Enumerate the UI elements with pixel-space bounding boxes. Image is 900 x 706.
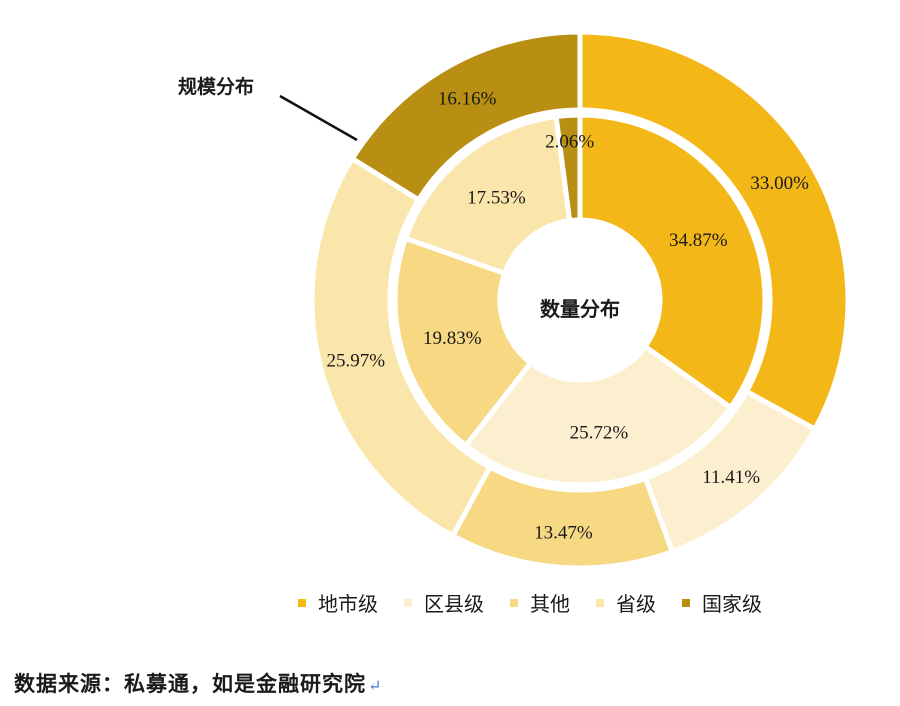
- legend-swatch-4: [682, 598, 690, 607]
- legend-label-0: 地市级: [318, 592, 378, 616]
- inner-slice-0: [577, 112, 768, 411]
- outer-slice-0: [577, 29, 851, 433]
- legend-item-4: 国家级: [682, 588, 762, 617]
- legend-item-0: 地市级: [298, 588, 378, 617]
- inner-slice-1: [462, 342, 735, 488]
- legend-label-1: 区县级: [424, 592, 484, 616]
- legend-swatch-1: [404, 598, 412, 607]
- outer-ring-annotation: 规模分布: [178, 75, 254, 98]
- legend-swatch-2: [510, 598, 518, 607]
- legend-item-3: 省级: [596, 588, 656, 617]
- inner-slice-label-0: 34.87%: [669, 230, 728, 251]
- inner-ring: [392, 112, 768, 488]
- outer-slice-label-3: 25.97%: [327, 351, 386, 372]
- outer-slice-label-1: 11.41%: [702, 467, 760, 488]
- outer-slice-label-4: 16.16%: [438, 88, 497, 109]
- outer-slice-label-2: 13.47%: [534, 522, 593, 543]
- outer-ring: [309, 29, 851, 571]
- inner-slice-label-3: 17.53%: [467, 188, 526, 209]
- legend-item-2: 其他: [510, 588, 570, 617]
- center-label: 数量分布: [540, 297, 620, 321]
- inner-slice-label-2: 19.83%: [423, 328, 482, 349]
- annotation-leader-line: [279, 94, 358, 142]
- outer-slice-4: [348, 29, 583, 204]
- outer-slice-3: [309, 155, 494, 540]
- inner-slice-2: [392, 235, 535, 450]
- slice-labels: 34.87% 25.72% 19.83% 17.53% 2.06% 33.00% 11.41…: [327, 88, 810, 543]
- return-mark-icon: ↵: [368, 676, 383, 695]
- legend-label-4: 国家级: [702, 592, 762, 616]
- legend-label-3: 省级: [616, 592, 656, 616]
- source-text: 数据来源：私募通，如是金融研究院: [14, 671, 366, 696]
- legend-label-2: 其他: [530, 592, 570, 616]
- legend-item-1: 区县级: [404, 588, 484, 617]
- outer-slice-label-0: 33.00%: [750, 173, 809, 194]
- inner-slice-label-1: 25.72%: [570, 423, 629, 444]
- source-note: 数据来源：私募通，如是金融研究院 ↵: [14, 668, 382, 698]
- inner-slice-3: [402, 113, 573, 277]
- inner-slice-4: [553, 112, 583, 224]
- legend: 地市级 区县级 其他 省级 国家级: [298, 588, 788, 617]
- legend-swatch-3: [596, 598, 604, 607]
- inner-slice-label-4: 2.06%: [545, 131, 594, 152]
- legend-swatch-0: [298, 598, 306, 607]
